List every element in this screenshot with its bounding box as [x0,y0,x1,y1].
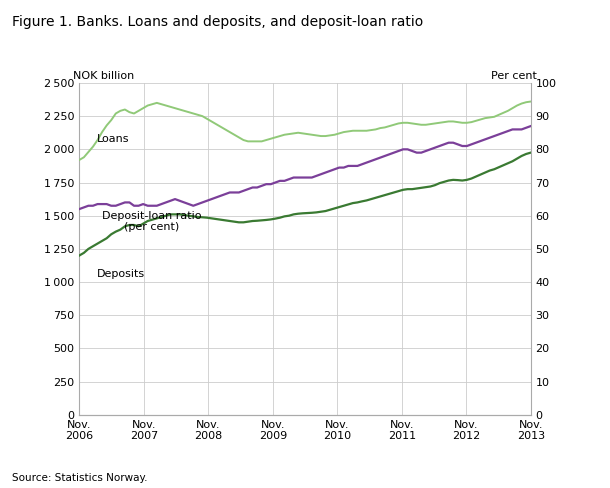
Text: Figure 1. Banks. Loans and deposits, and deposit-loan ratio: Figure 1. Banks. Loans and deposits, and… [12,15,423,29]
Text: NOK billion: NOK billion [73,71,134,81]
Text: Deposit-loan ratio
(per cent): Deposit-loan ratio (per cent) [102,211,201,232]
Text: Per cent: Per cent [491,71,537,81]
Text: Loans: Loans [98,134,130,144]
Text: Source: Statistics Norway.: Source: Statistics Norway. [12,473,148,483]
Text: Deposits: Deposits [98,269,145,279]
